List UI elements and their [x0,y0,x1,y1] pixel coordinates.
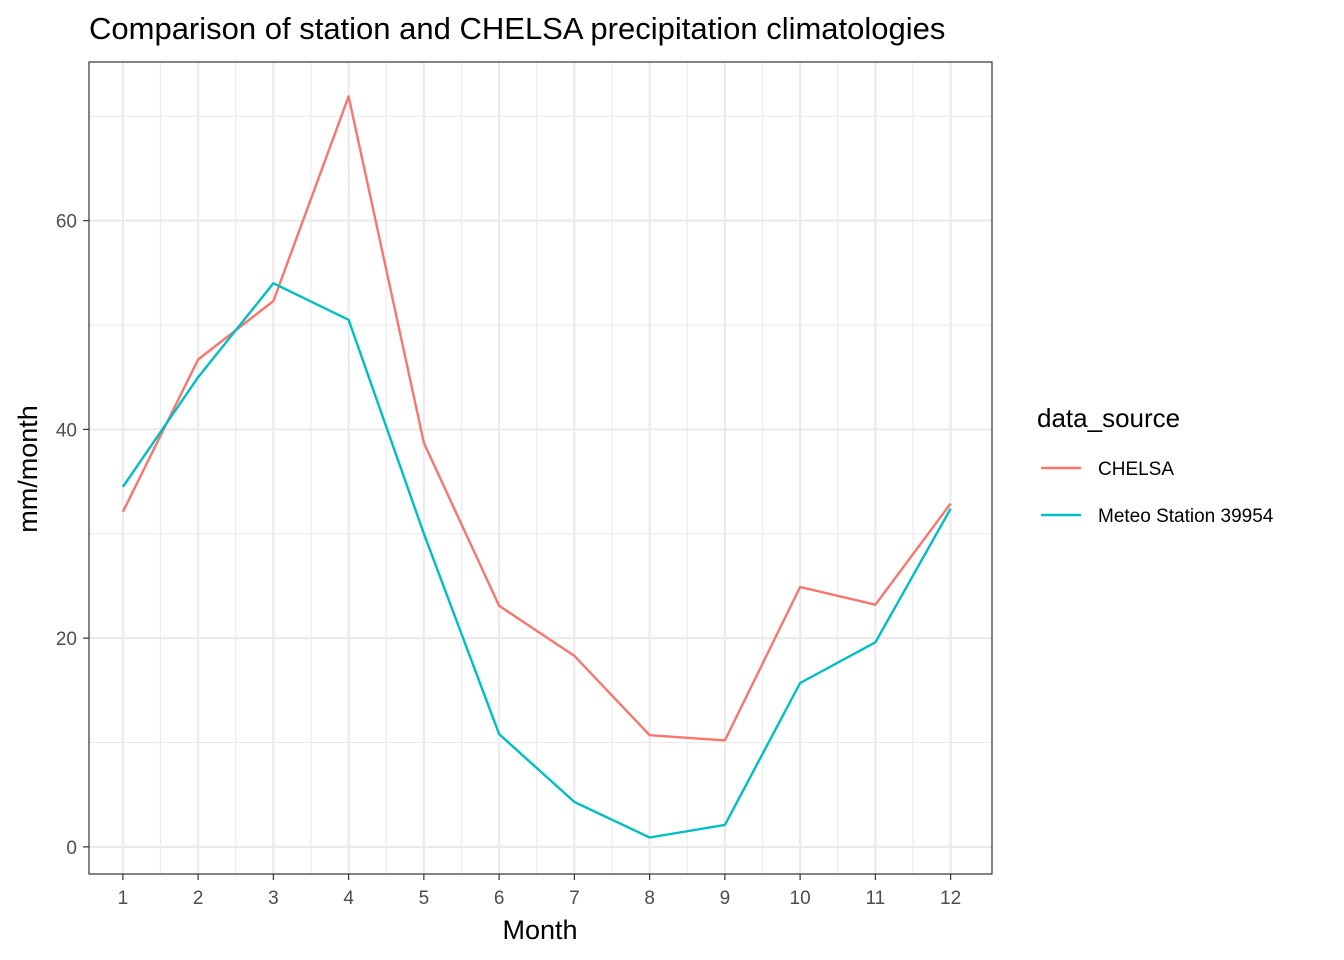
series-line-chelsa [121,95,952,742]
x-tick-label: 8 [644,888,655,909]
x-tick-label: 6 [494,888,505,909]
chart-title: Comparison of station and CHELSA precipi… [89,11,945,46]
legend-items: CHELSA Meteo Station 39954 [1041,459,1274,527]
x-tick-label: 9 [720,888,731,909]
major-gridlines [89,62,992,874]
y-tick-label: 0 [66,838,77,859]
x-tick-label: 2 [193,888,204,909]
y-axis-title: mm/month [13,405,43,533]
minor-gridlines [89,62,992,874]
plot-background [89,62,992,874]
panel-border-rect [88,61,993,875]
y-tick-label: 20 [56,629,77,650]
x-tick-label: 5 [419,888,430,909]
y-tick-label: 60 [56,212,77,233]
x-tick-label: 11 [865,888,885,909]
legend-title: data_source [1037,403,1180,433]
panel-border [88,61,993,875]
x-tick-label: 1 [118,888,129,909]
y-axis: 0 20 40 60 [56,212,89,859]
x-axis: 1 2 3 4 5 6 7 8 9 10 11 12 [118,874,961,909]
y-tick-label: 40 [56,420,77,441]
series-line-meteo-station-39954 [121,282,952,839]
plot-panel [89,62,992,874]
legend-label: Meteo Station 39954 [1098,506,1274,527]
legend-label: CHELSA [1098,459,1174,480]
x-tick-label: 12 [940,888,961,909]
series-lines [121,95,952,839]
x-axis-title: Month [502,915,577,945]
x-tick-label: 4 [343,888,354,909]
x-tick-label: 10 [790,888,811,909]
legend: data_source CHELSA Meteo Station 39954 [1037,403,1274,527]
x-tick-label: 3 [268,888,279,909]
x-tick-label: 7 [569,888,580,909]
